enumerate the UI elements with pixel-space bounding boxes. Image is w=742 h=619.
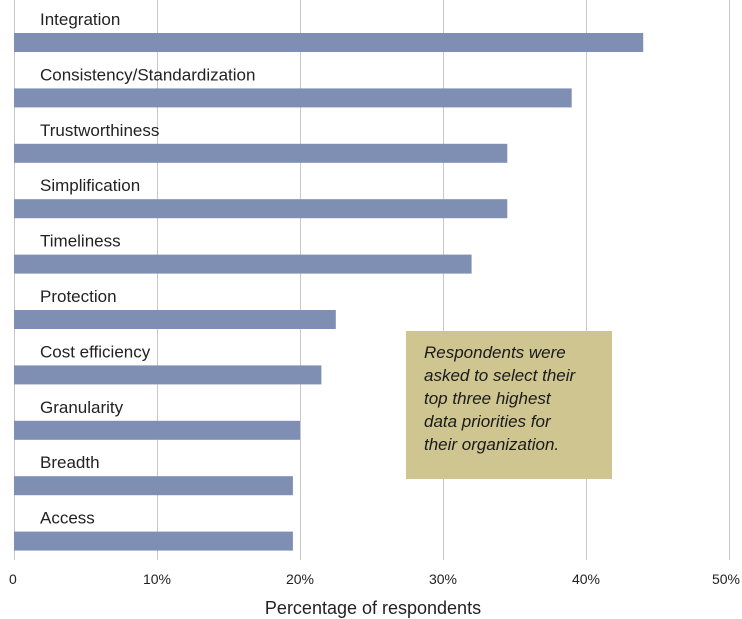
x-axis-title: Percentage of respondents: [265, 598, 481, 618]
category-label: Simplification: [40, 176, 140, 195]
annotation-line: data priorities for: [424, 412, 551, 431]
annotation-line: their organization.: [424, 435, 560, 454]
x-tick-label: 20%: [286, 571, 314, 587]
category-label: Integration: [40, 10, 120, 29]
x-tick-label: 10%: [143, 571, 171, 587]
bar: [14, 199, 508, 219]
category-label: Timeliness: [40, 232, 121, 251]
category-label: Granularity: [40, 398, 124, 417]
category-labels: Integration Consistency/Standardization Tr…: [40, 10, 255, 528]
category-label: Breadth: [40, 453, 100, 472]
category-label: Cost efficiency: [40, 342, 151, 361]
bars: [14, 33, 644, 551]
category-label: Consistency/Standardization: [40, 65, 255, 84]
annotation-line: top three highest: [424, 389, 551, 408]
x-tick-label: 30%: [429, 571, 457, 587]
x-tick-label: 0: [9, 571, 17, 587]
bar: [14, 310, 336, 329]
annotation-line: asked to select their: [424, 366, 576, 385]
category-label: Access: [40, 509, 95, 528]
bar: [14, 88, 572, 108]
bar: [14, 143, 508, 163]
bar: [14, 254, 472, 274]
annotation-box: Respondents were asked to select their t…: [406, 331, 612, 479]
bar: [14, 33, 644, 52]
category-label: Trustworthiness: [40, 121, 159, 140]
x-tick-label: 40%: [572, 571, 600, 587]
x-tick-label: 50%: [712, 571, 740, 587]
bar: [14, 420, 300, 440]
category-label: Protection: [40, 287, 117, 306]
bar: [14, 365, 322, 385]
bar: [14, 476, 293, 496]
annotation-line: Respondents were: [424, 343, 566, 362]
bar: [14, 531, 293, 551]
x-tick-labels: 0 10% 20% 30% 40% 50%: [9, 571, 740, 587]
